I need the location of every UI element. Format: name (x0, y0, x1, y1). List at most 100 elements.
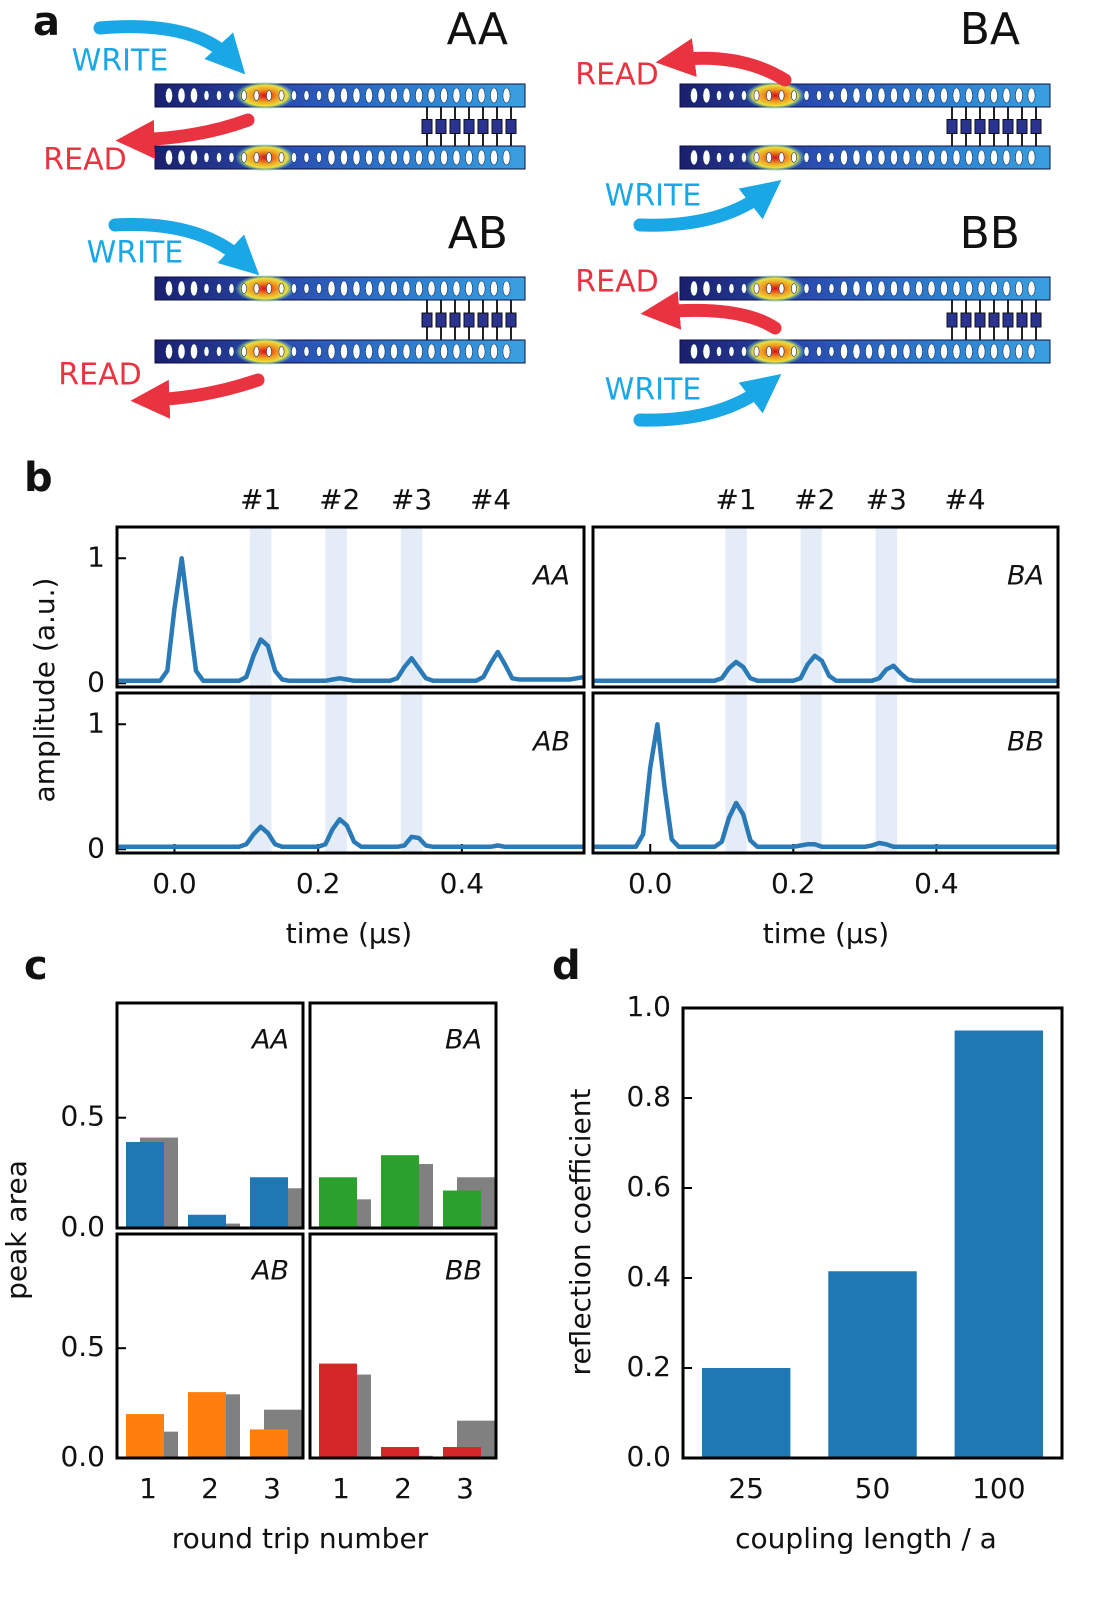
hole (291, 346, 297, 357)
hole (952, 280, 961, 297)
tether-pad (491, 119, 503, 134)
hole (990, 149, 998, 166)
hole (452, 343, 461, 360)
x-axis-label: time (μs) (763, 917, 889, 950)
hole (990, 87, 998, 104)
bar (188, 1392, 226, 1458)
tether-pad (946, 119, 958, 134)
hole (965, 280, 973, 297)
hole (828, 346, 835, 357)
hole (352, 343, 361, 360)
tether-pad (1030, 312, 1042, 328)
hole (1027, 149, 1036, 166)
subplot-label: BB (1007, 727, 1044, 758)
hole (203, 90, 210, 101)
hole (990, 343, 998, 360)
x-tick-label: 2 (201, 1472, 219, 1505)
hole (791, 152, 797, 163)
hole (427, 280, 436, 297)
hole (702, 149, 711, 166)
hole (377, 343, 386, 360)
signal-line (593, 722, 1058, 850)
hole (266, 152, 272, 163)
tether-pad (449, 119, 461, 134)
hole (177, 343, 186, 360)
y-tick-label: 0.6 (626, 1170, 671, 1203)
bar (954, 1030, 1044, 1458)
y-axis-label: amplitude (a.u.) (28, 578, 61, 803)
hole (791, 283, 797, 294)
x-axis-label: round trip number (172, 1522, 429, 1555)
hole (828, 283, 835, 294)
hole (266, 90, 272, 101)
hole (927, 280, 936, 297)
hole (291, 283, 297, 294)
hole (877, 87, 886, 104)
subplot-label: AB (531, 727, 570, 758)
hole (840, 149, 848, 166)
read-arrow (655, 38, 792, 87)
hole (952, 343, 961, 360)
y-axis-label: reflection coefficient (564, 1089, 597, 1376)
hole (303, 152, 310, 163)
hole (177, 280, 186, 297)
hole (753, 152, 760, 163)
hole (278, 90, 285, 101)
subplot-label: AA (531, 561, 570, 592)
x-tick-label: 3 (263, 1472, 281, 1505)
hole (327, 343, 336, 360)
peak-annotation: #1 (715, 483, 756, 516)
y-tick-label: 0.0 (60, 1440, 105, 1473)
hole (728, 152, 735, 163)
signal-line (117, 817, 584, 850)
y-tick-label: 0.2 (626, 1350, 671, 1383)
hole (190, 343, 198, 360)
hole (390, 343, 398, 360)
subplot-label: BA (1007, 561, 1044, 592)
hole (352, 87, 361, 104)
hole (1027, 87, 1036, 104)
mode-hotspot (235, 143, 295, 172)
hole (190, 149, 198, 166)
tether-pad (421, 119, 433, 134)
hole (303, 346, 310, 357)
hole (465, 280, 473, 297)
mode-hotspot (745, 337, 805, 366)
hole (502, 343, 511, 360)
tether-pad (505, 312, 517, 328)
hole (477, 87, 486, 104)
hole (365, 149, 373, 166)
read-label: READ (58, 358, 141, 393)
hole (852, 280, 861, 297)
read-label: READ (575, 58, 658, 93)
bar (319, 1363, 357, 1458)
hole (940, 149, 948, 166)
x-tick-label: 1 (332, 1472, 350, 1505)
frame (308, 1001, 498, 1230)
peak-annotation: #3 (391, 483, 432, 516)
highlight-band (249, 693, 272, 853)
hole (728, 90, 735, 101)
write-arrow (93, 20, 246, 75)
mode-hotspot (235, 81, 295, 110)
hole (415, 149, 423, 166)
panel-label: c (24, 943, 48, 989)
signal-line (593, 653, 1058, 684)
hole (902, 343, 911, 360)
hole (415, 87, 423, 104)
hole (716, 90, 722, 101)
hole (927, 343, 936, 360)
hole (440, 149, 448, 166)
hole (203, 346, 210, 357)
x-axis-label: time (μs) (286, 917, 412, 950)
bar (250, 1429, 288, 1458)
read-arrow (130, 373, 265, 419)
hole (716, 152, 722, 163)
x-tick-label: 1 (139, 1472, 157, 1505)
hole (490, 343, 498, 360)
hole (165, 87, 173, 104)
hole (340, 149, 348, 166)
x-tick-label: 0.4 (914, 867, 959, 900)
x-tick-label: 0.2 (771, 867, 816, 900)
hole (865, 343, 873, 360)
